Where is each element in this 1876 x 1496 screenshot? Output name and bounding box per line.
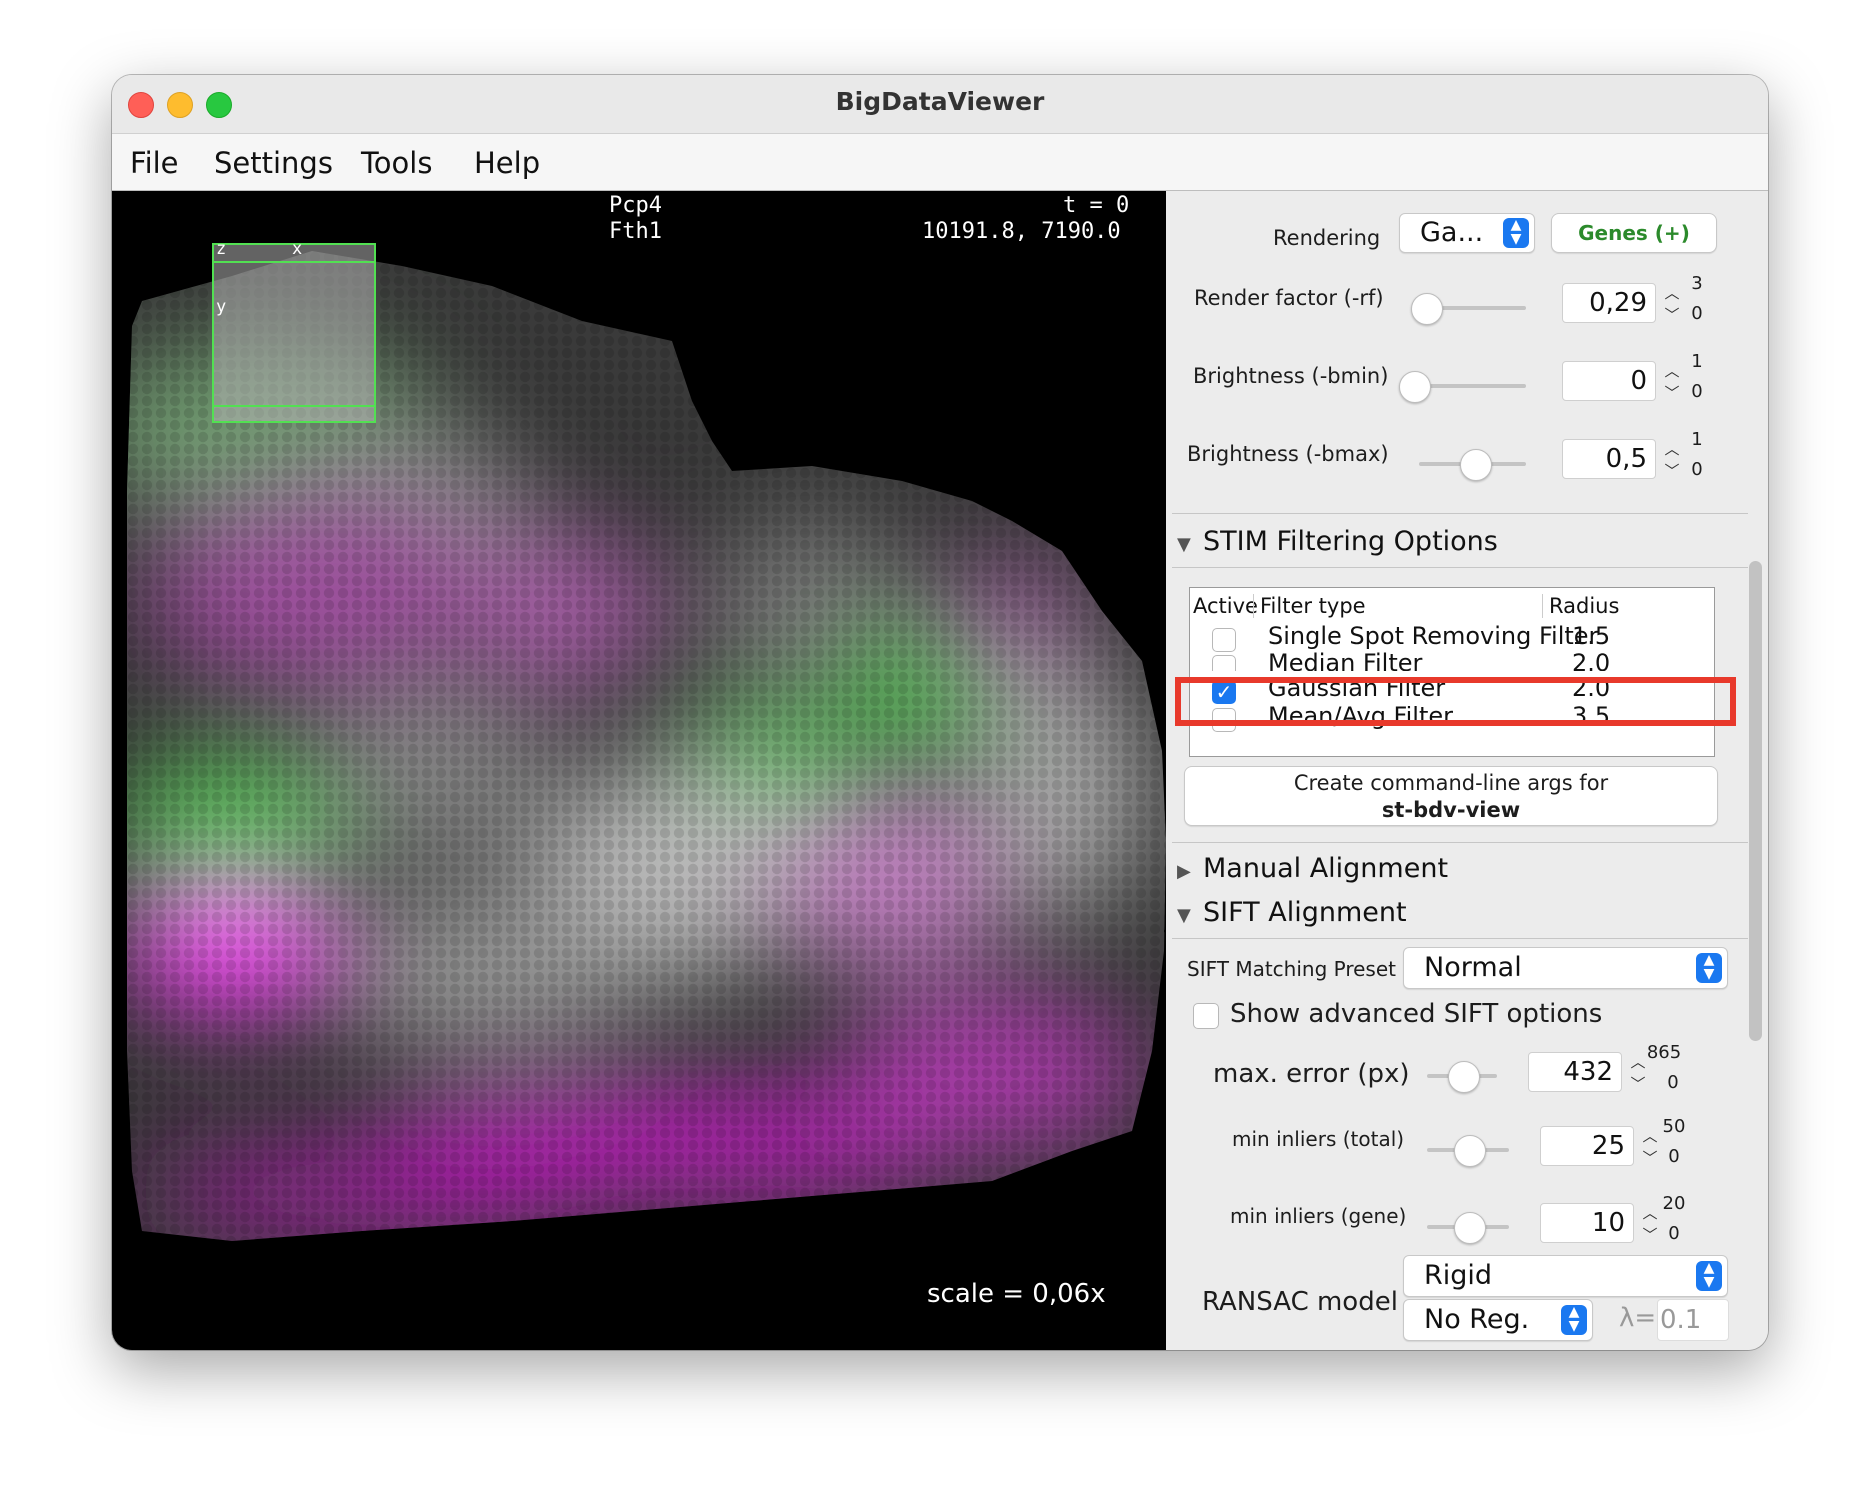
max-error-min: 0 bbox=[1667, 1072, 1679, 1093]
render-factor-label: Render factor (-rf) bbox=[1194, 286, 1384, 310]
render-factor-max: 3 bbox=[1691, 273, 1703, 294]
rendering-label: Rendering bbox=[1273, 226, 1381, 250]
min-inliers-gene-min: 0 bbox=[1668, 1223, 1680, 1244]
min-inliers-gene-stepper[interactable]: ︿ ﹀ bbox=[1642, 1204, 1658, 1244]
side-panel: Rendering Ga... ▲ ▼ Genes (+) Render fact… bbox=[1167, 191, 1768, 1350]
render-factor-min: 0 bbox=[1691, 303, 1703, 324]
min-inliers-gene-slider[interactable] bbox=[1454, 1212, 1486, 1244]
bmin-min: 0 bbox=[1691, 381, 1703, 402]
table-row[interactable]: Median Filter 2.0 bbox=[1190, 649, 1714, 671]
chevron-updown-icon: ▲ ▼ bbox=[1503, 218, 1529, 248]
title-bar: BigDataViewer bbox=[112, 75, 1768, 134]
lambda-label: λ= bbox=[1619, 1303, 1657, 1333]
max-error-slider[interactable] bbox=[1448, 1061, 1480, 1093]
min-inliers-total-field[interactable]: 25 bbox=[1540, 1126, 1634, 1166]
show-advanced-label: Show advanced SIFT options bbox=[1230, 999, 1603, 1029]
bmin-stepper[interactable]: ︿ ﹀ bbox=[1664, 362, 1680, 402]
checkmark-icon[interactable]: ✓ bbox=[1212, 680, 1236, 704]
bmin-field[interactable]: 0 bbox=[1562, 361, 1656, 401]
nav-axis-x: x bbox=[292, 239, 303, 259]
close-window-button[interactable] bbox=[128, 92, 154, 118]
regularization-select[interactable]: No Reg. ▲ ▼ bbox=[1403, 1299, 1593, 1341]
col-header-active[interactable]: Active bbox=[1193, 594, 1258, 618]
menu-file[interactable]: File bbox=[130, 146, 179, 180]
separator bbox=[1172, 513, 1748, 514]
render-factor-field[interactable]: 0,29 bbox=[1562, 283, 1656, 323]
max-error-max: 865 bbox=[1646, 1042, 1682, 1063]
min-inliers-total-min: 0 bbox=[1668, 1146, 1680, 1167]
menu-settings[interactable]: Settings bbox=[214, 146, 333, 180]
genes-add-button[interactable]: Genes (+) bbox=[1551, 213, 1717, 253]
lambda-field[interactable]: 0.1 bbox=[1657, 1299, 1729, 1341]
min-inliers-gene-label: min inliers (gene) bbox=[1230, 1204, 1407, 1228]
bmin-label: Brightness (-bmin) bbox=[1193, 364, 1389, 388]
coordinate-readout: 10191.8, 7190.0 bbox=[922, 219, 1121, 244]
manual-alignment-header[interactable]: ▶ Manual Alignment bbox=[1177, 853, 1449, 884]
min-inliers-total-stepper[interactable]: ︿ ﹀ bbox=[1642, 1127, 1658, 1167]
nav-axis-y: y bbox=[216, 297, 227, 317]
separator bbox=[1172, 842, 1748, 843]
filter-active-checkbox[interactable] bbox=[1212, 655, 1236, 671]
rendering-select[interactable]: Ga... ▲ ▼ bbox=[1399, 213, 1535, 253]
chevron-updown-icon: ▲ ▼ bbox=[1696, 1261, 1722, 1291]
time-readout: t = 0 bbox=[1063, 193, 1130, 218]
red-highlight-annotation bbox=[1175, 677, 1736, 726]
min-inliers-total-label: min inliers (total) bbox=[1232, 1127, 1405, 1151]
chevron-updown-icon: ▲ ▼ bbox=[1696, 953, 1722, 983]
col-header-radius[interactable]: Radius bbox=[1542, 594, 1619, 618]
chevron-updown-icon: ▲ ▼ bbox=[1561, 1305, 1587, 1335]
sift-preset-label: SIFT Matching Preset bbox=[1187, 957, 1396, 981]
bmax-field[interactable]: 0,5 bbox=[1562, 439, 1656, 479]
panel-scrollbar[interactable] bbox=[1749, 561, 1762, 1041]
bmin-max: 1 bbox=[1691, 351, 1703, 372]
gene-label-2: Fth1 bbox=[609, 219, 662, 244]
max-error-stepper[interactable]: ︿ ﹀ bbox=[1630, 1053, 1646, 1093]
triangle-down-icon: ▼ bbox=[1177, 534, 1191, 555]
menu-help[interactable]: Help bbox=[474, 146, 541, 180]
bmax-min: 0 bbox=[1691, 459, 1703, 480]
table-row[interactable]: Single Spot Removing Filter 1.5 bbox=[1190, 622, 1714, 655]
filter-active-checkbox[interactable] bbox=[1212, 628, 1236, 652]
bmin-slider[interactable] bbox=[1399, 371, 1431, 403]
window-title: BigDataViewer bbox=[835, 87, 1045, 116]
create-command-line-args-button[interactable]: Create command-line args for st-bdv-view bbox=[1184, 766, 1718, 826]
triangle-down-icon: ▼ bbox=[1177, 905, 1191, 926]
bmax-slider[interactable] bbox=[1460, 449, 1492, 481]
separator bbox=[1172, 938, 1748, 939]
ransac-model-select[interactable]: Rigid ▲ ▼ bbox=[1403, 1255, 1728, 1297]
col-header-filter-type[interactable]: Filter type bbox=[1253, 594, 1366, 618]
triangle-right-icon: ▶ bbox=[1177, 861, 1191, 882]
filter-table: Active Filter type Radius Single Spot Re… bbox=[1189, 587, 1715, 757]
max-error-label: max. error (px) bbox=[1213, 1059, 1410, 1089]
render-factor-track bbox=[1414, 306, 1526, 310]
min-inliers-total-slider[interactable] bbox=[1454, 1135, 1486, 1167]
menu-bar: File Settings Tools Help bbox=[112, 134, 1768, 191]
minimize-window-button[interactable] bbox=[167, 92, 193, 118]
navigation-overview-box: z x y bbox=[212, 239, 376, 423]
bigdataviewer-window: BigDataViewer File Settings Tools Help bbox=[112, 75, 1768, 1350]
sift-alignment-header[interactable]: ▼ SIFT Alignment bbox=[1177, 897, 1407, 928]
render-factor-stepper[interactable]: ︿ ﹀ bbox=[1664, 284, 1680, 324]
bmin-track bbox=[1403, 384, 1526, 388]
show-advanced-checkbox[interactable] bbox=[1193, 1003, 1219, 1029]
bmax-max: 1 bbox=[1691, 429, 1703, 450]
ransac-model-label: RANSAC model bbox=[1202, 1287, 1398, 1317]
max-error-field[interactable]: 432 bbox=[1528, 1052, 1622, 1092]
sift-preset-select[interactable]: Normal ▲ ▼ bbox=[1403, 947, 1728, 989]
bmax-label: Brightness (-bmax) bbox=[1187, 442, 1389, 466]
nav-axis-z: z bbox=[216, 239, 227, 259]
gene-label-1: Pcp4 bbox=[609, 193, 662, 218]
separator bbox=[1172, 567, 1748, 568]
min-inliers-gene-max: 20 bbox=[1662, 1193, 1686, 1214]
zoom-window-button[interactable] bbox=[206, 92, 232, 118]
image-viewer-canvas[interactable]: z x y Pcp4 Fth1 t = 0 10191.8, 7190.0 sc… bbox=[112, 191, 1166, 1350]
menu-tools[interactable]: Tools bbox=[361, 146, 433, 180]
stim-filtering-header[interactable]: ▼ STIM Filtering Options bbox=[1177, 526, 1498, 557]
min-inliers-total-max: 50 bbox=[1662, 1116, 1686, 1137]
render-factor-slider[interactable] bbox=[1411, 293, 1443, 325]
scale-readout: scale = 0,06x bbox=[927, 1279, 1106, 1309]
bmax-stepper[interactable]: ︿ ﹀ bbox=[1664, 440, 1680, 480]
min-inliers-gene-field[interactable]: 10 bbox=[1540, 1203, 1634, 1243]
